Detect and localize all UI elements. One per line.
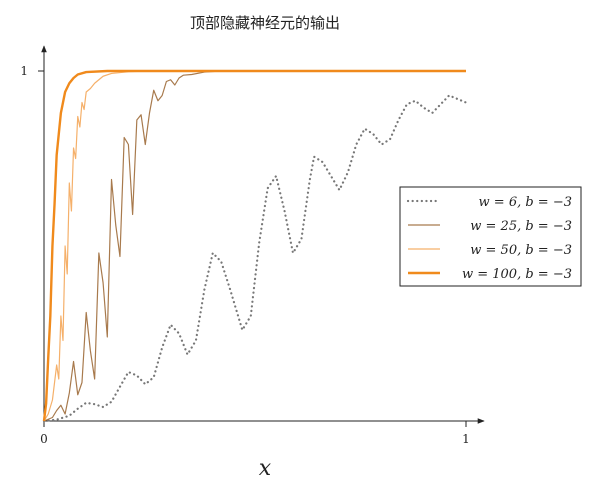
series-line-3 <box>43 70 466 422</box>
legend-label-2: w = 25, b = −3 <box>470 219 572 234</box>
x-tick-label-1: 1 <box>462 432 470 446</box>
legend: w = 6, b = −3 w = 25, b = −3 w = 50, b = −… <box>399 186 582 287</box>
series-line-4 <box>42 69 466 422</box>
legend-label-1: w = 6, b = −3 <box>479 195 572 210</box>
x-tick-label-0: 0 <box>40 432 48 446</box>
axes <box>41 45 485 424</box>
x-axis-label: x <box>259 456 272 481</box>
series-line-1 <box>42 94 468 423</box>
legend-label-3: w = 50, b = −3 <box>470 243 572 258</box>
chart-title: 顶部隐藏神经元的输出 <box>190 14 340 32</box>
series-layer <box>42 69 468 423</box>
y-tick-label-0: 1 <box>20 64 28 78</box>
legend-label-4: w = 100, b = −3 <box>462 267 572 282</box>
legend-box <box>399 186 582 287</box>
series-line-2 <box>43 70 466 422</box>
